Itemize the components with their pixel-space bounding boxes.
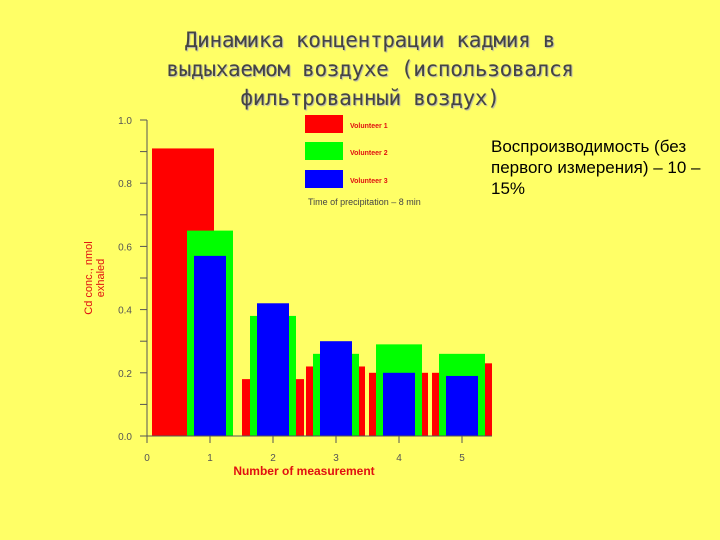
red-gap-bar-3 xyxy=(306,366,314,436)
bar-volunteer-3-measurement-3 xyxy=(320,341,352,436)
legend-swatch-1 xyxy=(305,115,343,133)
red-gap-bar-4 xyxy=(357,366,365,436)
legend-swatch-3 xyxy=(305,170,343,188)
y-tick-label-1.0: 1.0 xyxy=(118,116,132,127)
y-tick-label-0.4: 0.4 xyxy=(118,306,132,317)
title-line-2: выдыхаемом воздухе (использовался xyxy=(166,57,574,81)
legend-swatch-2 xyxy=(305,142,343,160)
legend-label-3: Volunteer 3 xyxy=(350,178,388,185)
bar-volunteer-3-measurement-2 xyxy=(257,303,289,436)
y-tick-label-0.6: 0.6 xyxy=(118,242,132,253)
red-gap-bar-2 xyxy=(294,379,304,436)
red-gap-bar-1 xyxy=(242,379,252,436)
bar-volunteer-3-measurement-5 xyxy=(446,375,478,436)
x-tick-label-5: 5 xyxy=(459,453,465,464)
bar-volunteer-3-measurement-4 xyxy=(383,372,415,436)
y-axis-label-line-1: Cd conc., nmol xyxy=(83,241,95,314)
y-axis-label-line-2: exhaled xyxy=(95,259,107,298)
title-line-3: фильтрованный воздух) xyxy=(240,86,500,110)
legend-label-2: Volunteer 2 xyxy=(350,150,388,157)
x-tick-label-3: 3 xyxy=(333,453,339,464)
x-tick-label-4: 4 xyxy=(396,453,402,464)
y-axis-label: Cd conc., nmol exhaled xyxy=(83,241,107,314)
reproducibility-note: Воспроизводимость (без первого измерения… xyxy=(491,137,701,198)
red-gap-bar-6 xyxy=(420,372,428,436)
red-gap-bar-5 xyxy=(369,372,377,436)
y-tick-label-0.8: 0.8 xyxy=(118,179,132,190)
y-tick-label-0.2: 0.2 xyxy=(118,369,132,380)
red-gap-bar-7 xyxy=(432,372,440,436)
x-axis-label: Number of measurement xyxy=(233,464,374,478)
legend-label-1: Volunteer 1 xyxy=(350,123,388,130)
x-tick-label-2: 2 xyxy=(270,453,276,464)
slide-title: Динамика концентрации кадмия в выдыхаемо… xyxy=(100,26,640,113)
red-gap-bar-8 xyxy=(484,363,492,436)
bar-volunteer-3-measurement-1 xyxy=(194,255,226,436)
title-line-1: Динамика концентрации кадмия в xyxy=(184,28,556,52)
x-tick-label-0: 0 xyxy=(144,453,150,464)
precipitation-annotation: Time of precipitation – 8 min xyxy=(308,197,421,207)
y-tick-label-0.0: 0.0 xyxy=(118,432,132,443)
x-tick-label-1: 1 xyxy=(207,453,213,464)
